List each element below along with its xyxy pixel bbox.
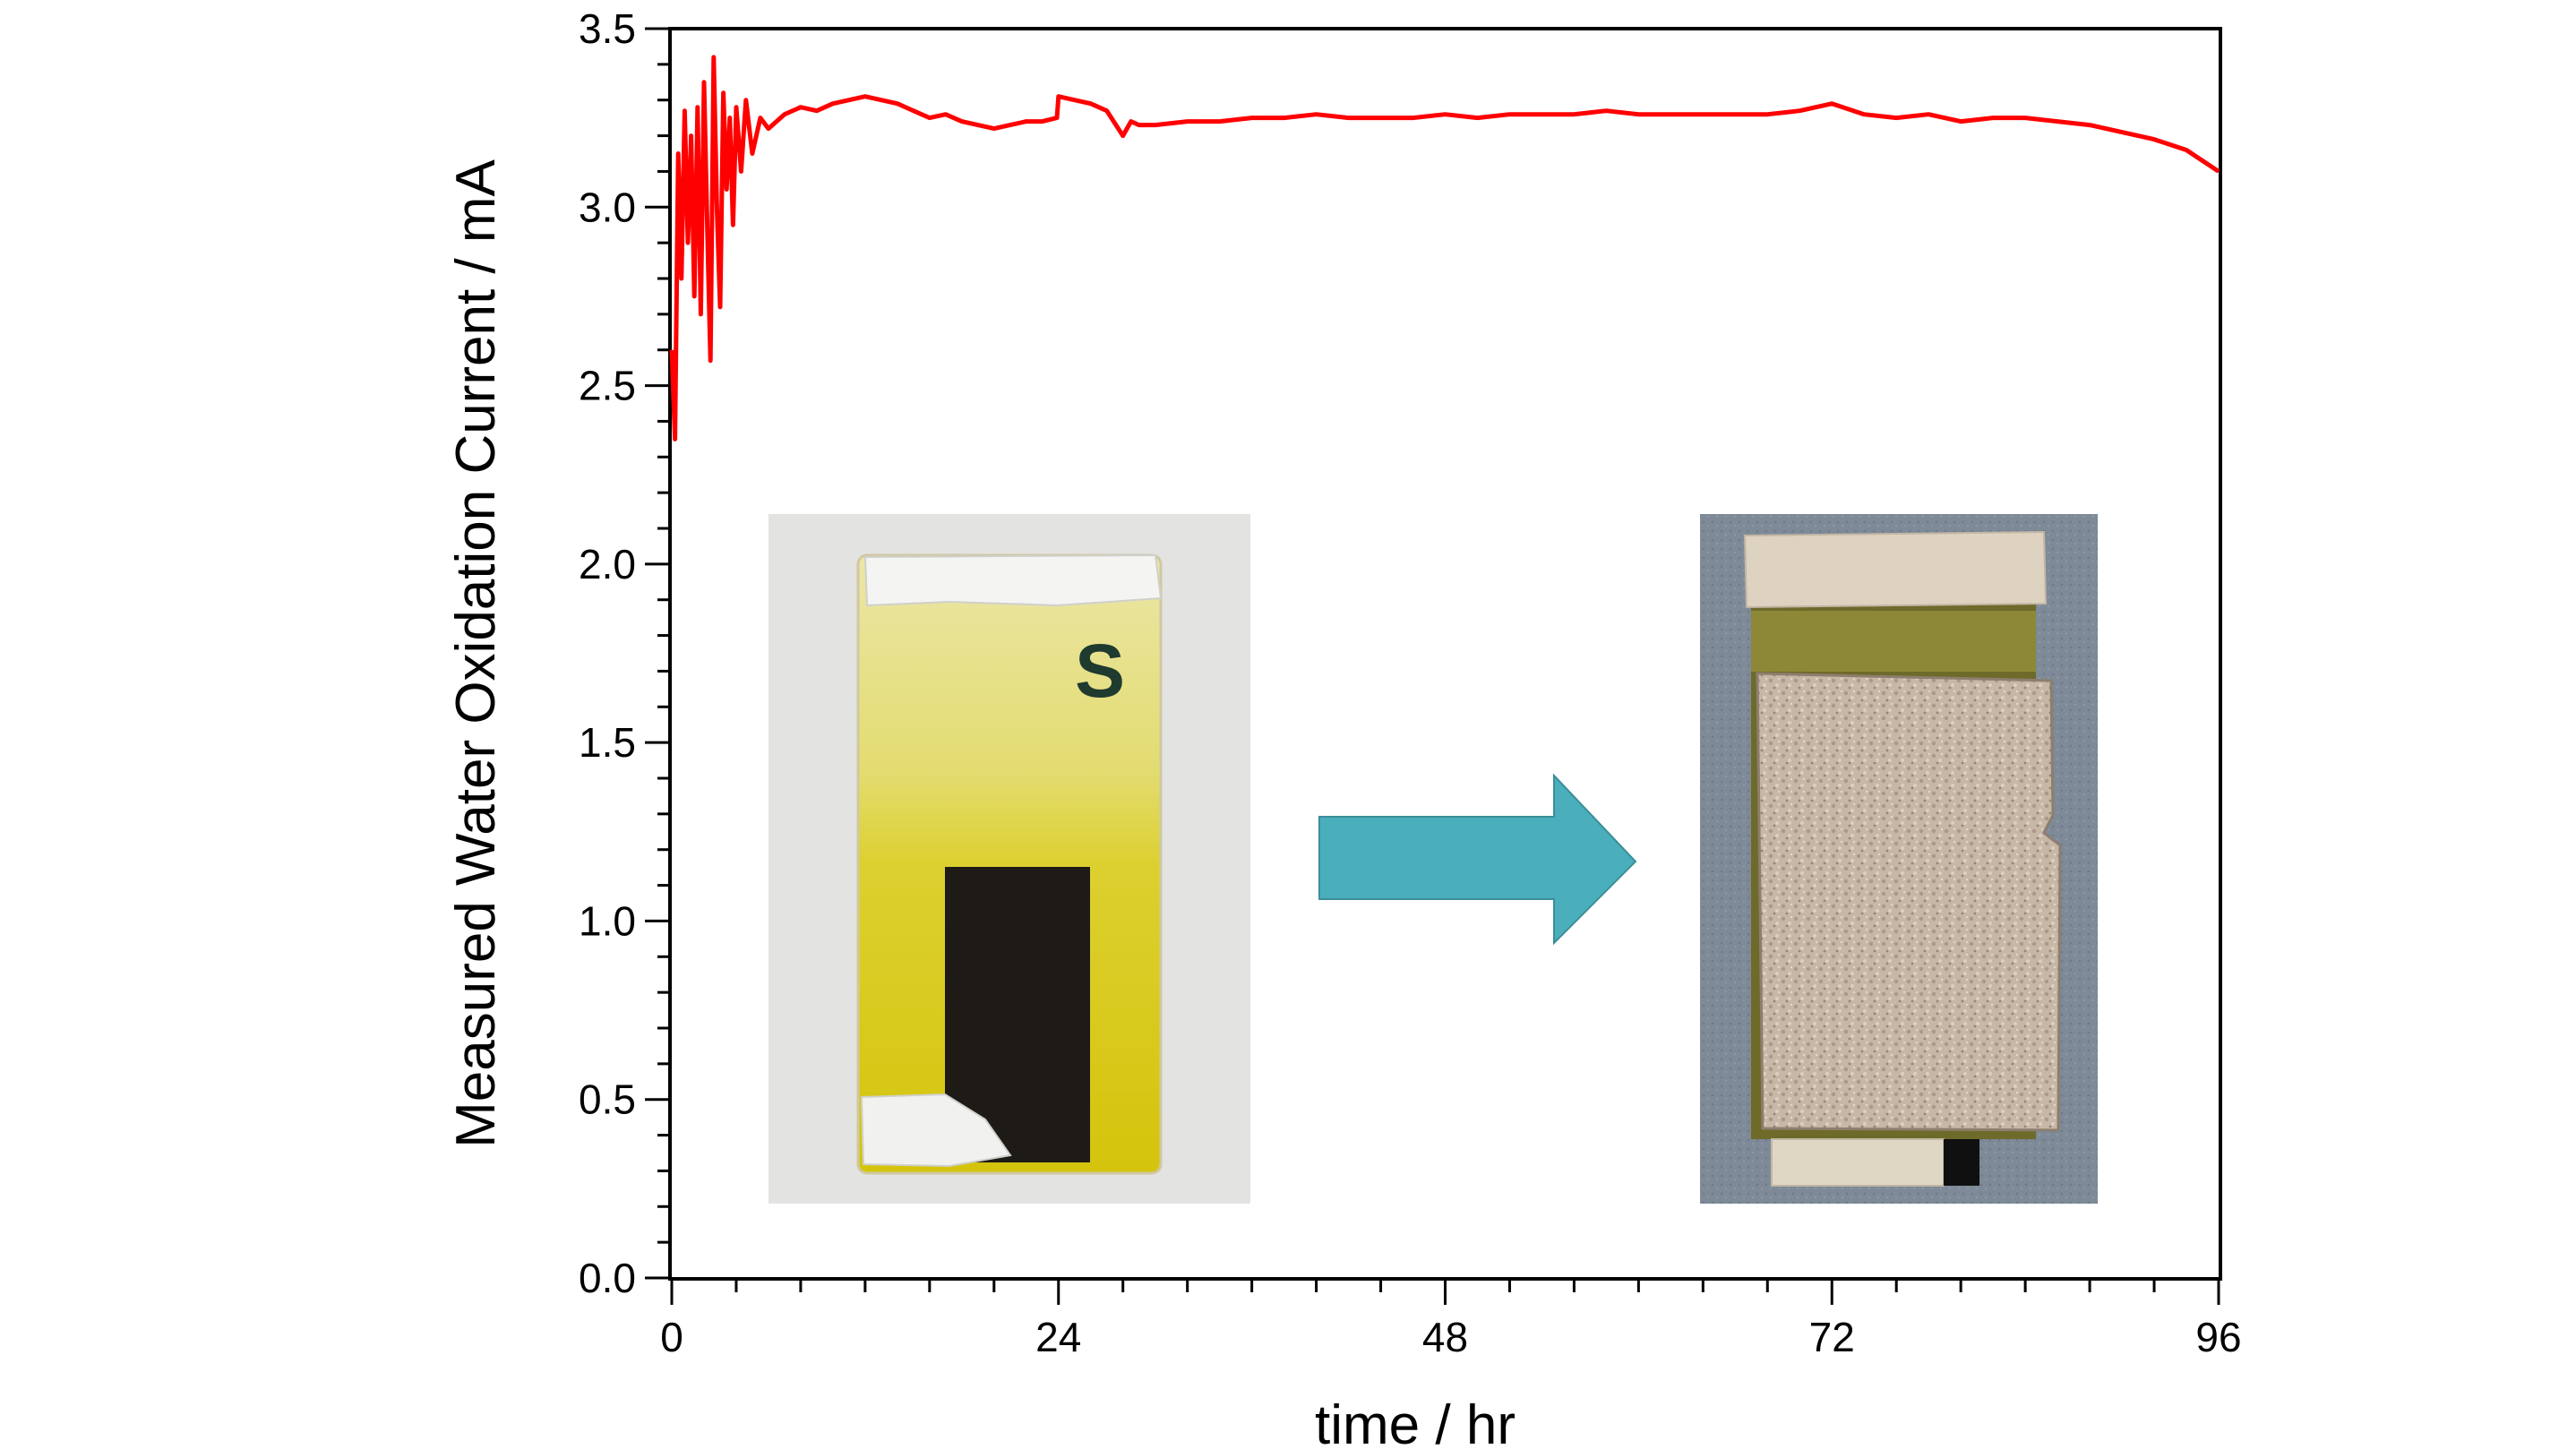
x-axis-ticks: [670, 1278, 2220, 1305]
inset-photo-before: S: [769, 514, 1250, 1204]
x-tick-label: 96: [2195, 1314, 2241, 1360]
bottom-paint-contact: [860, 1093, 1012, 1168]
y-tick-label: 3.5: [579, 5, 636, 52]
right-arrow-icon: [1318, 773, 1637, 946]
handwritten-label: S: [1075, 629, 1125, 713]
y-tick-label: 3.0: [579, 184, 636, 230]
yellow-band: [1751, 611, 2036, 672]
top-paint-contact: [1743, 530, 2048, 609]
y-axis-title: Measured Water Oxidation Current / mA: [445, 159, 507, 1147]
y-axis-tick-labels: 0.0 0.5 1.0 1.5 2.0 2.5 3.0 3.5: [579, 5, 636, 1301]
x-axis-title: time / hr: [1315, 1394, 1516, 1449]
y-tick-label: 0.0: [579, 1255, 636, 1301]
x-tick-label: 0: [660, 1314, 683, 1360]
metallic-film: [1756, 672, 2062, 1132]
y-axis-ticks: [645, 27, 672, 1280]
y-tick-label: 1.0: [579, 897, 636, 944]
y-tick-label: 1.5: [579, 719, 636, 766]
top-paint-contact: [863, 553, 1163, 607]
bottom-paint-contact: [1771, 1138, 1945, 1187]
x-tick-label: 72: [1809, 1314, 1855, 1360]
y-tick-label: 2.0: [579, 541, 636, 587]
x-axis-tick-labels: 0 24 48 72 96: [660, 1314, 2241, 1360]
dark-strip: [1944, 1139, 1979, 1186]
x-tick-label: 24: [1035, 1314, 1081, 1360]
x-tick-label: 48: [1422, 1314, 1468, 1360]
series-layer: [669, 55, 2220, 442]
y-tick-label: 0.5: [579, 1076, 636, 1123]
y-tick-label: 2.5: [579, 363, 636, 409]
series-line-0: [669, 55, 2220, 442]
inset-photo-after: [1700, 514, 2098, 1204]
